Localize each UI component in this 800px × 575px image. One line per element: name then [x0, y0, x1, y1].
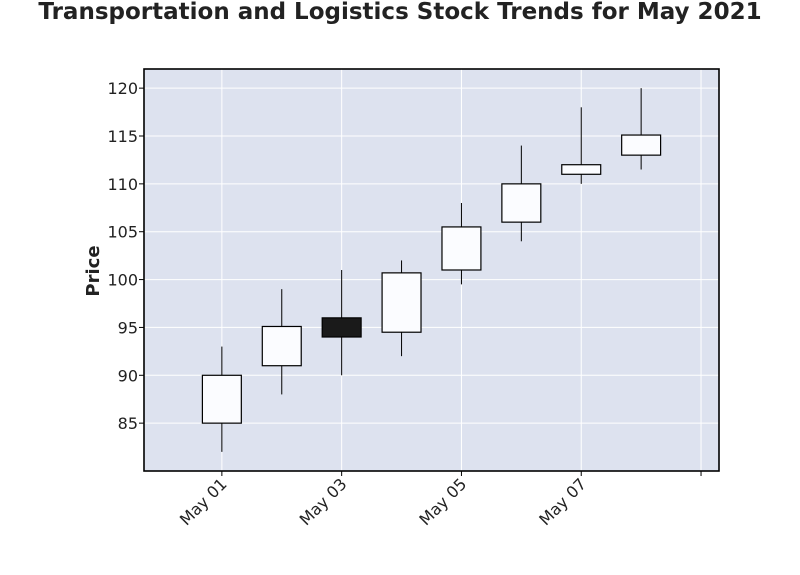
candle — [201, 346, 242, 452]
candle — [261, 289, 302, 395]
candle-body — [321, 317, 362, 338]
x-tick-label: May 07 — [535, 474, 590, 529]
candle-body — [441, 226, 482, 271]
y-tick-label: 105 — [107, 223, 138, 242]
y-tick-label: 95 — [118, 318, 138, 337]
candle-body — [201, 374, 242, 424]
y-tick-label: 115 — [107, 127, 138, 146]
candle-body — [261, 325, 302, 367]
x-tick-label: May 05 — [415, 474, 470, 529]
x-tick-label: May 01 — [176, 474, 231, 529]
candle — [321, 270, 362, 376]
candle — [561, 107, 602, 184]
candles — [201, 88, 662, 452]
y-tick-label: 100 — [107, 271, 138, 290]
candle — [501, 145, 542, 242]
chart-title: Transportation and Logistics Stock Trend… — [38, 0, 761, 25]
candle-body — [501, 183, 542, 223]
candle-body — [621, 134, 662, 156]
candle-body — [381, 272, 422, 333]
candle-body — [561, 164, 602, 175]
y-axis-label: Price — [83, 245, 104, 296]
y-tick-label: 110 — [107, 175, 138, 194]
y-tick-label: 120 — [107, 79, 138, 98]
x-tick-label: May 03 — [296, 474, 351, 529]
plot-frame — [143, 68, 720, 472]
y-axis-ticks: 85 90 95 100 105 110 115 120 — [107, 79, 144, 433]
candle — [441, 203, 482, 285]
candle — [621, 88, 662, 170]
x-axis-ticks: May 01 May 03 May 05 May 07 — [176, 471, 702, 529]
candle — [381, 260, 422, 357]
y-tick-label: 85 — [118, 414, 138, 433]
y-tick-label: 90 — [118, 366, 138, 385]
